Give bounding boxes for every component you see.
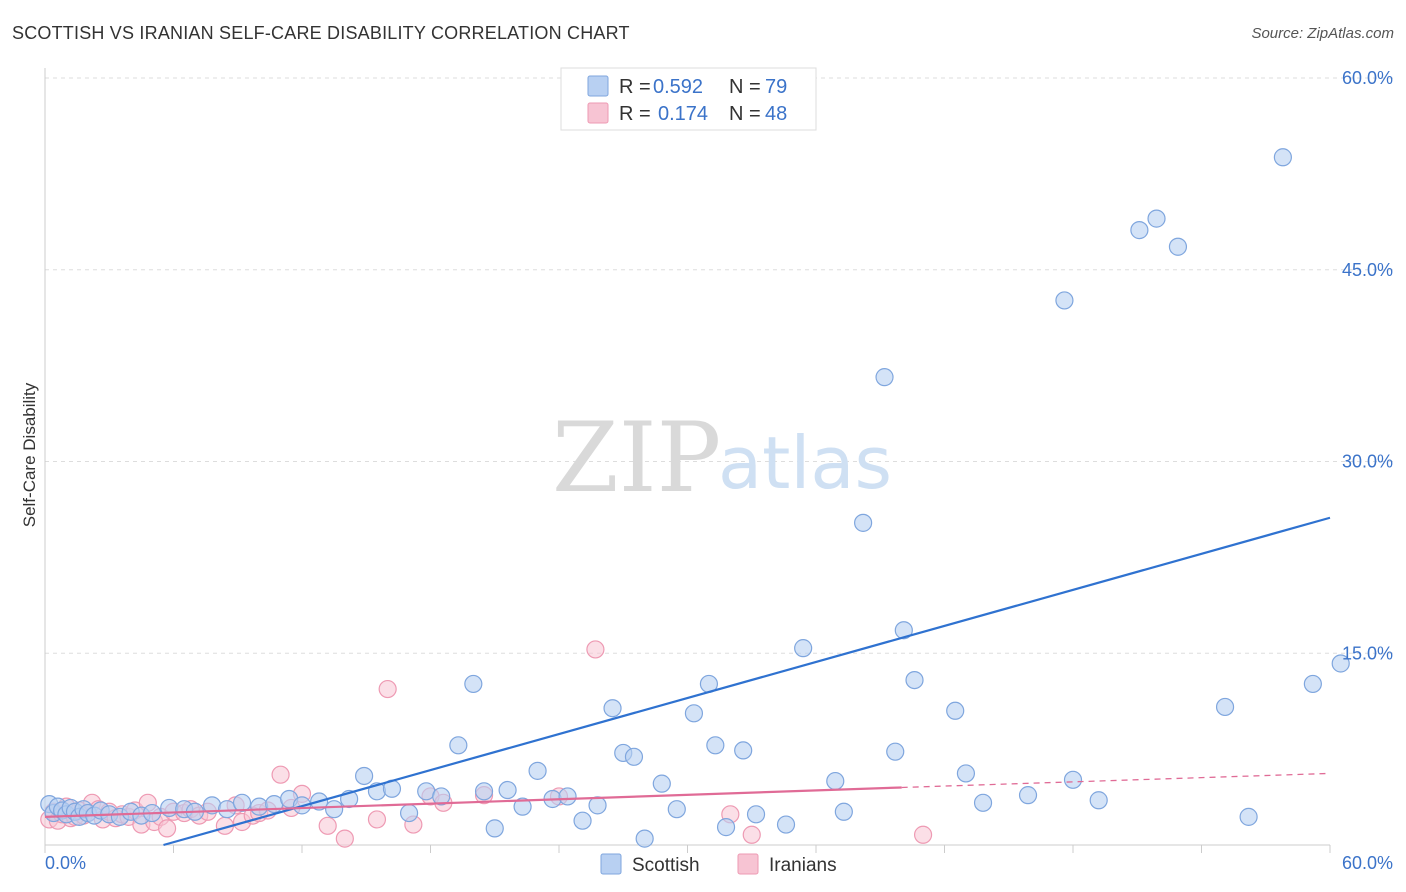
scottish-point-42 bbox=[528, 761, 547, 780]
chart-source: Source: ZipAtlas.com bbox=[1251, 25, 1394, 42]
scottish-point-60 bbox=[794, 639, 813, 658]
scottish-point-66 bbox=[894, 621, 913, 640]
scottish-point-58 bbox=[746, 805, 766, 824]
scottish-point-80 bbox=[1273, 148, 1292, 167]
y-tick-label-1: 30.0% bbox=[1342, 452, 1393, 472]
trend-line-iranian-extension bbox=[901, 772, 1331, 789]
iranian-point-22 bbox=[157, 819, 177, 838]
scottish-point-73 bbox=[1063, 770, 1083, 789]
scottish-point-44 bbox=[558, 787, 577, 806]
scottish-point-53 bbox=[684, 704, 704, 723]
legend-n-value-iranian: 48 bbox=[765, 103, 787, 125]
iranian-point-49 bbox=[913, 825, 933, 844]
scottish-point-61 bbox=[826, 771, 845, 791]
legend-n-value-scottish: 79 bbox=[765, 76, 787, 98]
grid-lines bbox=[45, 77, 1393, 654]
scottish-point-50 bbox=[635, 829, 654, 848]
scottish-point-45 bbox=[573, 811, 592, 830]
trend-line-iranian bbox=[44, 786, 902, 818]
scottish-point-57 bbox=[734, 741, 753, 760]
iranian-point-34 bbox=[271, 765, 290, 784]
scottish-point-39 bbox=[485, 819, 504, 838]
y-axis-label: Self-Care Disability bbox=[20, 382, 39, 527]
iranian-point-40 bbox=[378, 679, 397, 699]
scottish-point-41 bbox=[513, 797, 532, 816]
scottish-point-82 bbox=[1331, 654, 1350, 673]
scottish-point-69 bbox=[956, 764, 976, 783]
watermark-atlas: atlas bbox=[718, 421, 892, 505]
scottish-point-74 bbox=[1089, 791, 1108, 810]
scottish-point-59 bbox=[776, 815, 796, 834]
scottish-point-33 bbox=[399, 803, 419, 823]
watermark-zip: ZIP bbox=[552, 402, 721, 514]
scottish-point-68 bbox=[946, 701, 965, 720]
y-tick-label-0: 15.0% bbox=[1342, 643, 1393, 663]
iranian-point-46 bbox=[586, 640, 605, 659]
legend-n-label-iranian: N = bbox=[729, 103, 761, 125]
scottish-point-36 bbox=[449, 736, 468, 755]
scottish-point-75 bbox=[1130, 221, 1149, 240]
scottish-point-35 bbox=[432, 787, 451, 806]
y-tick-label-3: 60.0% bbox=[1342, 68, 1393, 88]
scottish-point-72 bbox=[1055, 291, 1074, 310]
scottish-point-63 bbox=[854, 513, 873, 532]
legend-r-value-iranian: 0.174 bbox=[658, 103, 708, 125]
watermark: ZIP atlas bbox=[552, 402, 892, 514]
y-tick-labels: 15.0% 30.0% 45.0% 60.0% bbox=[1342, 68, 1393, 663]
legend-swatch-scottish bbox=[587, 75, 609, 97]
y-tick-label-2: 45.0% bbox=[1342, 260, 1393, 280]
scottish-point-30 bbox=[355, 766, 374, 786]
scottish-point-40 bbox=[498, 780, 517, 800]
iranian-point-39 bbox=[367, 810, 387, 829]
scottish-point-62 bbox=[834, 802, 853, 821]
legend-n-label-scottish: N = bbox=[729, 76, 761, 98]
bottom-legend-scottish: Scottish bbox=[632, 855, 700, 876]
scottish-point-67 bbox=[905, 670, 924, 690]
chart-title: SCOTTISH VS IRANIAN SELF-CARE DISABILITY… bbox=[12, 23, 630, 43]
legend-box: R = 0.592 N = 79 R = 0.174 N = 48 bbox=[560, 67, 817, 131]
scottish-point-46 bbox=[588, 796, 607, 815]
x-tick-labels: 0.0% 60.0% bbox=[45, 853, 1393, 873]
scottish-point-79 bbox=[1239, 807, 1258, 826]
scottish-point-37 bbox=[464, 674, 483, 694]
trend-line-scottish bbox=[163, 516, 1331, 847]
legend-r-label-scottish: R = bbox=[619, 76, 651, 98]
scottish-point-47 bbox=[603, 699, 622, 718]
bottom-legend-iranian: Iranians bbox=[769, 855, 837, 876]
iranian-points bbox=[40, 640, 933, 848]
legend-r-label-iranian: R = bbox=[619, 103, 651, 125]
scottish-point-56 bbox=[716, 818, 736, 837]
scottish-point-70 bbox=[973, 793, 993, 812]
scottish-point-51 bbox=[652, 774, 671, 793]
bottom-legend-swatch-iranian bbox=[737, 853, 759, 875]
scottish-point-77 bbox=[1168, 237, 1188, 256]
iranian-point-48 bbox=[742, 825, 761, 844]
bottom-legend: Scottish Iranians bbox=[600, 853, 837, 876]
scottish-point-22 bbox=[232, 793, 252, 812]
axes bbox=[44, 68, 1331, 853]
legend-swatch-iranian bbox=[587, 102, 609, 124]
scottish-point-65 bbox=[886, 742, 905, 761]
scottish-point-49 bbox=[624, 747, 644, 766]
scottish-point-76 bbox=[1147, 209, 1166, 228]
iranian-point-37 bbox=[318, 816, 337, 835]
scottish-point-81 bbox=[1303, 674, 1322, 694]
legend-r-value-scottish: 0.592 bbox=[653, 76, 703, 98]
x-tick-label-0: 0.0% bbox=[45, 853, 86, 873]
scottish-point-28 bbox=[325, 800, 344, 819]
trend-lines bbox=[44, 516, 1331, 847]
scottish-point-78 bbox=[1215, 697, 1235, 717]
scottish-point-55 bbox=[706, 736, 725, 755]
x-tick-label-1: 60.0% bbox=[1342, 853, 1393, 873]
scottish-point-21 bbox=[217, 800, 237, 819]
scottish-point-52 bbox=[667, 800, 686, 819]
scottish-point-64 bbox=[875, 368, 894, 387]
bottom-legend-swatch-scottish bbox=[600, 853, 622, 875]
scottish-point-23 bbox=[250, 797, 269, 816]
scottish-point-38 bbox=[474, 782, 494, 801]
iranian-point-38 bbox=[335, 829, 354, 848]
scottish-point-71 bbox=[1018, 786, 1038, 805]
